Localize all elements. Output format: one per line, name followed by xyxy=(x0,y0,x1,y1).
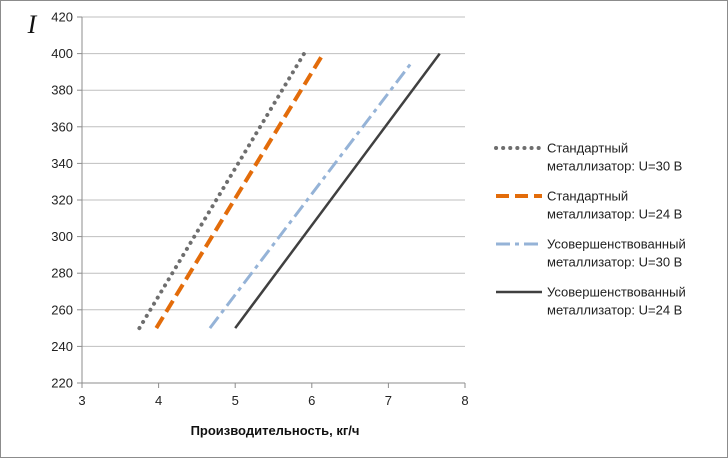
y-tick-label: 320 xyxy=(51,193,73,208)
legend-label-2: металлизатор: U=24 В xyxy=(547,207,682,222)
x-tick-label: 4 xyxy=(155,393,162,408)
legend-label-3: металлизатор: U=30 В xyxy=(547,255,682,270)
series-layer xyxy=(137,51,441,331)
x-tick-label: 7 xyxy=(385,393,392,408)
x-tick-label: 5 xyxy=(232,393,239,408)
x-tick-label: 8 xyxy=(461,393,468,408)
y-tick-label: 260 xyxy=(51,302,73,317)
y-tick-label: 400 xyxy=(51,46,73,61)
series-line-3 xyxy=(208,61,413,330)
y-tick-label: 300 xyxy=(51,229,73,244)
y-tick-label: 340 xyxy=(51,156,73,171)
series-line-1 xyxy=(137,51,307,331)
legend-label-4: Усовершенствованный xyxy=(547,285,686,300)
x-tick-label: 3 xyxy=(78,393,85,408)
legend-label-2: Стандартный xyxy=(547,189,628,204)
x-axis-label: Производительность, кг/ч xyxy=(191,423,360,438)
legend-label-1: Стандартный xyxy=(547,141,628,156)
y-tick-label: 380 xyxy=(51,83,73,98)
y-tick-label: 280 xyxy=(51,266,73,281)
legend-label-1: металлизатор: U=30 В xyxy=(547,159,682,174)
legend-label-4: металлизатор: U=24 В xyxy=(547,303,682,318)
legend-label-3: Усовершенствованный xyxy=(547,237,686,252)
y-tick-label: 220 xyxy=(51,376,73,391)
legend: Стандартный металлизатор: U=30 В Стандартн… xyxy=(494,141,686,318)
axis-layer: 220 240 260 280 300 320 340 360 380 400 420 3 4 5 6 7 8 xyxy=(51,10,468,409)
y-axis-label: I xyxy=(27,10,38,39)
y-tick-label: 360 xyxy=(51,119,73,134)
y-tick-label: 240 xyxy=(51,339,73,354)
x-tick-label: 6 xyxy=(308,393,315,408)
y-tick-label: 420 xyxy=(51,10,73,25)
series-line-4 xyxy=(234,52,441,329)
series-line-2 xyxy=(154,52,326,330)
